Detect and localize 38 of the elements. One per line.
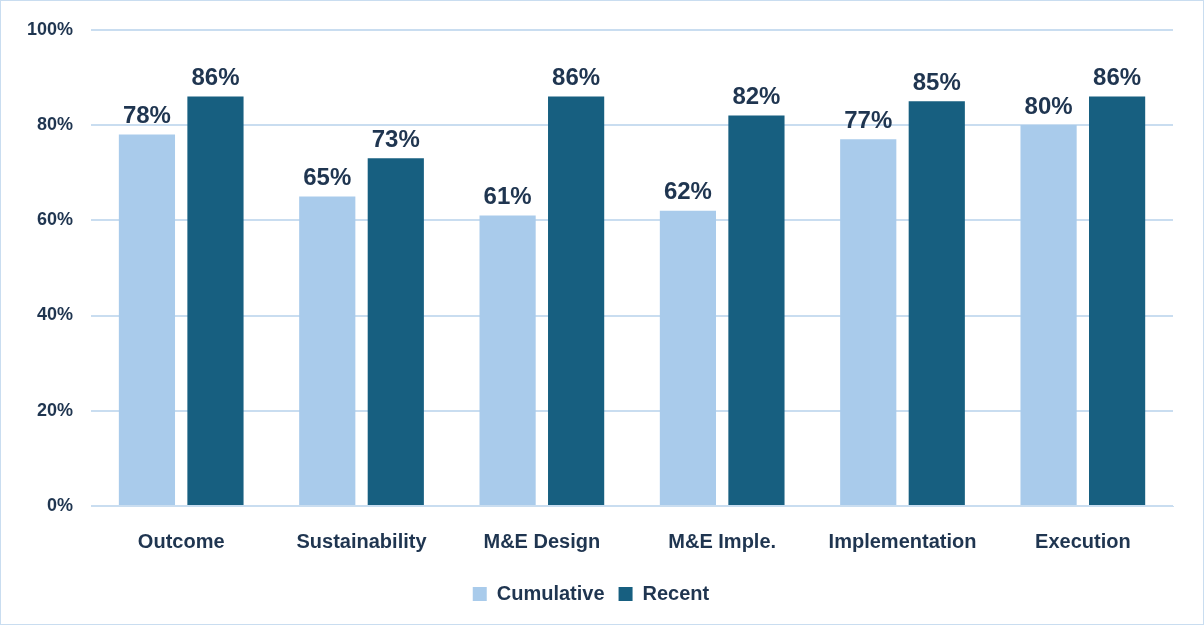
bar	[1020, 125, 1077, 505]
data-label: 85%	[912, 67, 961, 95]
data-label: 77%	[844, 105, 893, 133]
x-tick-label: Execution	[1035, 529, 1131, 552]
bar	[659, 210, 717, 505]
bar	[548, 96, 605, 505]
y-tick-label: 40%	[37, 304, 74, 325]
bar	[728, 115, 785, 505]
data-label: 86%	[552, 63, 601, 91]
bar	[1089, 96, 1146, 505]
bar	[118, 134, 176, 505]
data-label: 62%	[663, 177, 712, 205]
data-label: 82%	[732, 82, 781, 110]
x-tick-label: Implementation	[828, 529, 977, 552]
y-tick-label: 80%	[37, 114, 74, 135]
legend-label: Recent	[642, 581, 710, 604]
bar	[840, 139, 897, 505]
data-label: 80%	[1024, 91, 1073, 119]
data-label: 61%	[483, 182, 532, 210]
x-tick-label: Outcome	[137, 529, 225, 552]
bar	[187, 96, 244, 505]
y-tick-label: 60%	[37, 209, 74, 230]
data-label: 78%	[122, 101, 171, 129]
x-tick-label: M&E Design	[483, 529, 601, 552]
bar	[299, 196, 356, 505]
data-label: 73%	[371, 125, 420, 152]
bar	[367, 158, 424, 505]
x-tick-label: M&E Imple.	[668, 529, 777, 552]
y-tick-label: 100%	[26, 18, 74, 39]
y-tick-label: 20%	[37, 399, 74, 420]
data-label: 86%	[1093, 63, 1142, 91]
y-tick-label: 0%	[47, 494, 74, 515]
data-label: 65%	[303, 163, 352, 191]
legend-label: Cumulative	[496, 581, 605, 604]
x-tick-label: Sustainability	[296, 529, 428, 552]
data-label: 86%	[191, 63, 240, 91]
bar	[908, 101, 965, 505]
bar	[479, 215, 536, 505]
